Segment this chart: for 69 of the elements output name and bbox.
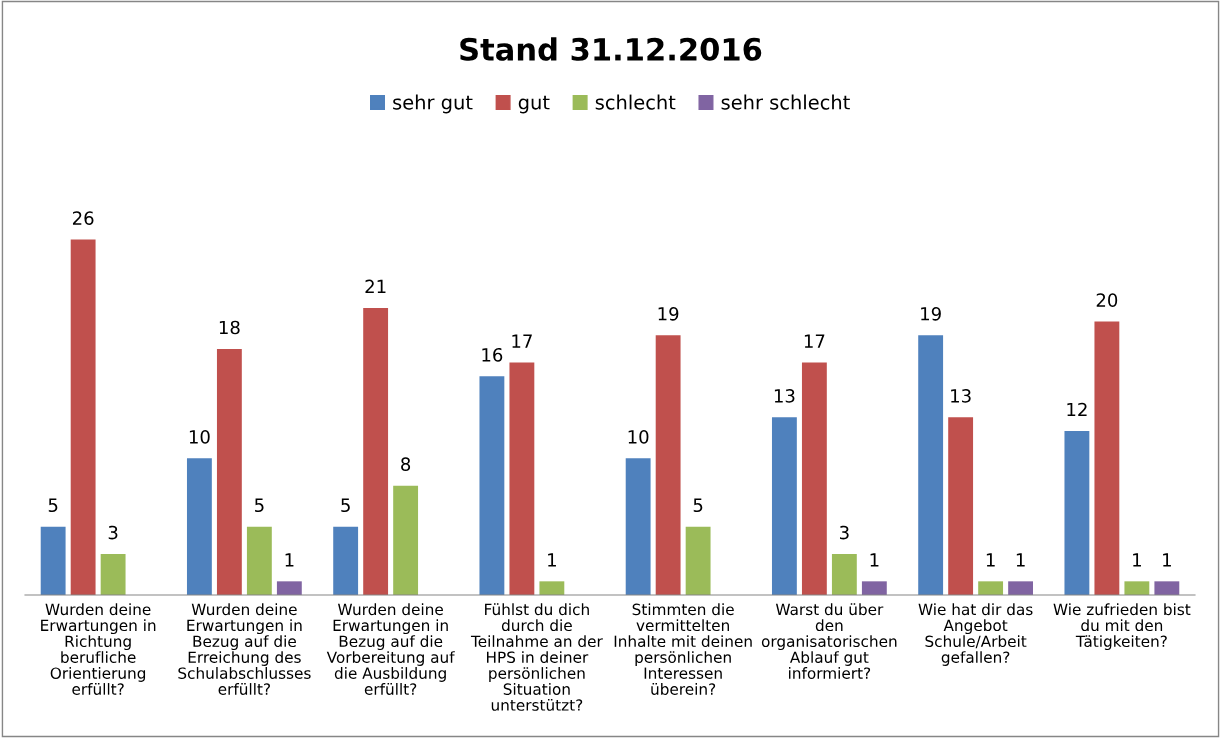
bar xyxy=(70,239,96,595)
data-label: 1 xyxy=(1163,553,1171,567)
bar xyxy=(509,362,535,595)
data-label: 5 xyxy=(341,498,350,513)
data-label: 1 xyxy=(1016,553,1025,567)
bar xyxy=(1154,581,1180,595)
bar xyxy=(216,348,242,595)
bar xyxy=(100,553,126,595)
data-label: 5 xyxy=(255,498,264,513)
legend-label: sehr gut xyxy=(393,94,473,114)
bar xyxy=(978,581,1004,595)
bar xyxy=(276,581,302,595)
bar xyxy=(861,581,887,595)
legend-label: gut xyxy=(518,95,550,114)
data-label: 19 xyxy=(658,306,679,321)
bar xyxy=(479,376,505,595)
x-tick-label: Wie zufrieden bist du mit den Tätigkeiten? xyxy=(1053,603,1191,651)
bar xyxy=(625,458,651,595)
data-label: 1 xyxy=(1133,553,1141,567)
bar xyxy=(918,335,944,595)
data-label: 16 xyxy=(482,347,503,362)
bar xyxy=(393,485,419,595)
x-tick-label: Wie hat dir das Angebot Schule/Arbeit gefallen? xyxy=(918,603,1033,666)
data-label: 3 xyxy=(840,525,849,540)
data-label: 12 xyxy=(1067,402,1087,417)
bar xyxy=(40,526,66,595)
bar xyxy=(1124,581,1150,595)
bar xyxy=(1008,581,1034,595)
bar xyxy=(539,581,565,595)
bar xyxy=(771,417,797,595)
x-tick-label: Stimmten die vermittelten Inhalte mit deinen persönlichen Interessen überein? xyxy=(614,603,752,695)
bar xyxy=(685,526,711,595)
data-label: 1 xyxy=(548,553,556,567)
legend-label: sehr schlecht xyxy=(721,94,850,110)
data-label: 17 xyxy=(804,334,825,348)
data-label: 8 xyxy=(401,457,411,472)
bar xyxy=(655,335,681,595)
bar xyxy=(831,553,857,595)
x-tick-label: Wurden deine Erwartungen in Bezug auf die Vorbereitung auf die Ausbildung erfüllt? xyxy=(326,603,455,695)
x-tick-label: Wurden deine Erwartungen in Bezug auf die Erreichung des Schulabschlusses erfüllt? xyxy=(178,603,311,695)
bar xyxy=(1094,321,1120,595)
data-label: 19 xyxy=(921,306,941,321)
data-label: 5 xyxy=(693,498,703,513)
legend-label: schlecht xyxy=(595,94,676,110)
data-label: 13 xyxy=(951,389,971,403)
bar xyxy=(948,417,974,595)
data-label: 1 xyxy=(285,553,294,567)
data-label: 1 xyxy=(870,553,879,567)
bar xyxy=(246,526,272,595)
x-tick-label: Fühlst du dich durch die Teilnahme an der HPS in deiner persönlichen Situation unterstützt? xyxy=(470,603,603,711)
bar xyxy=(333,526,359,595)
bar xyxy=(363,307,389,595)
data-label: 20 xyxy=(1096,293,1118,307)
chart-title: Stand 31.12.2016 xyxy=(460,37,762,61)
data-label: 5 xyxy=(48,498,58,513)
bar xyxy=(1064,430,1090,595)
data-label: 17 xyxy=(512,334,532,348)
data-label: 21 xyxy=(365,279,386,294)
data-label: 26 xyxy=(72,211,94,225)
data-label: 3 xyxy=(108,525,118,540)
bar xyxy=(801,362,827,595)
x-tick-label: Warst du über den organisatorischen Ablauf gut informiert? xyxy=(761,603,897,679)
data-label: 10 xyxy=(628,430,649,444)
data-label: 1 xyxy=(986,553,995,567)
bar xyxy=(186,458,212,595)
data-label: 10 xyxy=(189,430,210,444)
data-label: 13 xyxy=(774,389,795,403)
x-tick-label: Wurden deine Erwartungen in Richtung berufliche Orientierung erfüllt? xyxy=(41,603,156,695)
data-label: 18 xyxy=(219,320,240,335)
